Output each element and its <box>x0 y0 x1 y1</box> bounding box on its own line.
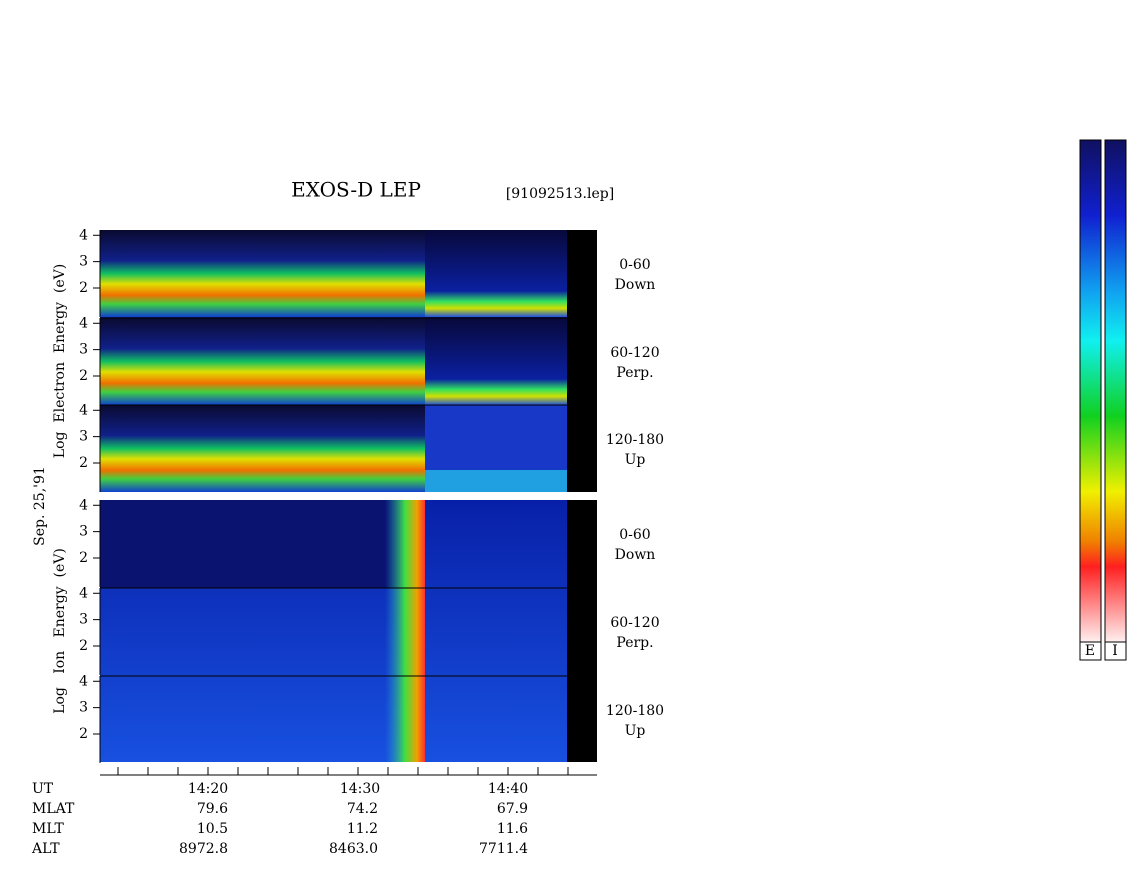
title: EXOS-D LEP <box>291 178 421 202</box>
orbit-value: 11.6 <box>497 821 528 837</box>
orbit-value: 67.9 <box>497 801 528 817</box>
panel-direction: Perp. <box>616 635 653 651</box>
colorbar-label: I <box>1112 643 1118 659</box>
y-tick-label: 2 <box>79 455 88 471</box>
colorbars <box>1079 139 1127 661</box>
ut-label: UT <box>32 781 54 797</box>
electron-y-label: Log Electron Energy (eV) <box>52 264 68 458</box>
spectrogram-images <box>100 230 597 762</box>
y-tick-label: 2 <box>79 726 88 742</box>
orbit-label: MLT <box>32 821 64 837</box>
y-tick-label: 3 <box>79 342 88 358</box>
panel-direction: Down <box>615 277 656 293</box>
colorbar-label: E <box>1085 643 1095 659</box>
y-tick-label: 2 <box>79 368 88 384</box>
y-tick-label: 2 <box>79 280 88 296</box>
y-tick-label: 3 <box>79 524 88 540</box>
orbit-label: ALT <box>31 841 60 857</box>
y-tick-label: 3 <box>79 700 88 716</box>
orbit-value: 7711.4 <box>479 841 528 857</box>
orbit-label: MLAT <box>32 801 75 817</box>
y-tick-label: 4 <box>79 585 88 601</box>
x-tick-label: 14:20 <box>188 781 228 797</box>
orbit-value: 79.6 <box>197 801 228 817</box>
y-tick-label: 2 <box>79 638 88 654</box>
y-tick-label: 4 <box>79 402 88 418</box>
y-tick-label: 4 <box>79 315 88 331</box>
panel-direction: Up <box>625 452 646 468</box>
ion-y-label: Log Ion Energy (eV) <box>52 548 68 714</box>
orbit-value: 74.2 <box>347 801 378 817</box>
panel-direction: Down <box>615 547 656 563</box>
y-tick-label: 4 <box>79 673 88 689</box>
file-name: [91092513.lep] <box>506 186 614 202</box>
panel-angle: 0-60 <box>619 257 650 273</box>
x-tick-label: 14:30 <box>340 781 380 797</box>
y-tick-label: 3 <box>79 429 88 445</box>
panel-angle: 120-180 <box>606 432 664 448</box>
orbit-value: 10.5 <box>197 821 228 837</box>
panel-angle: 60-120 <box>610 615 659 631</box>
date-label: Sep. 25,'91 <box>32 466 48 546</box>
y-tick-label: 3 <box>79 612 88 628</box>
orbit-value: 8463.0 <box>329 841 378 857</box>
panel-angle: 0-60 <box>619 527 650 543</box>
panel-angle: 60-120 <box>610 345 659 361</box>
y-tick-label: 2 <box>79 550 88 566</box>
panel-direction: Up <box>625 723 646 739</box>
orbit-value: 11.2 <box>347 821 378 837</box>
panel-direction: Perp. <box>616 365 653 381</box>
y-tick-label: 4 <box>79 497 88 513</box>
y-tick-label: 3 <box>79 254 88 270</box>
orbit-value: 8972.8 <box>179 841 228 857</box>
y-tick-label: 4 <box>79 227 88 243</box>
panel-angle: 120-180 <box>606 703 664 719</box>
x-tick-label: 14:40 <box>488 781 528 797</box>
